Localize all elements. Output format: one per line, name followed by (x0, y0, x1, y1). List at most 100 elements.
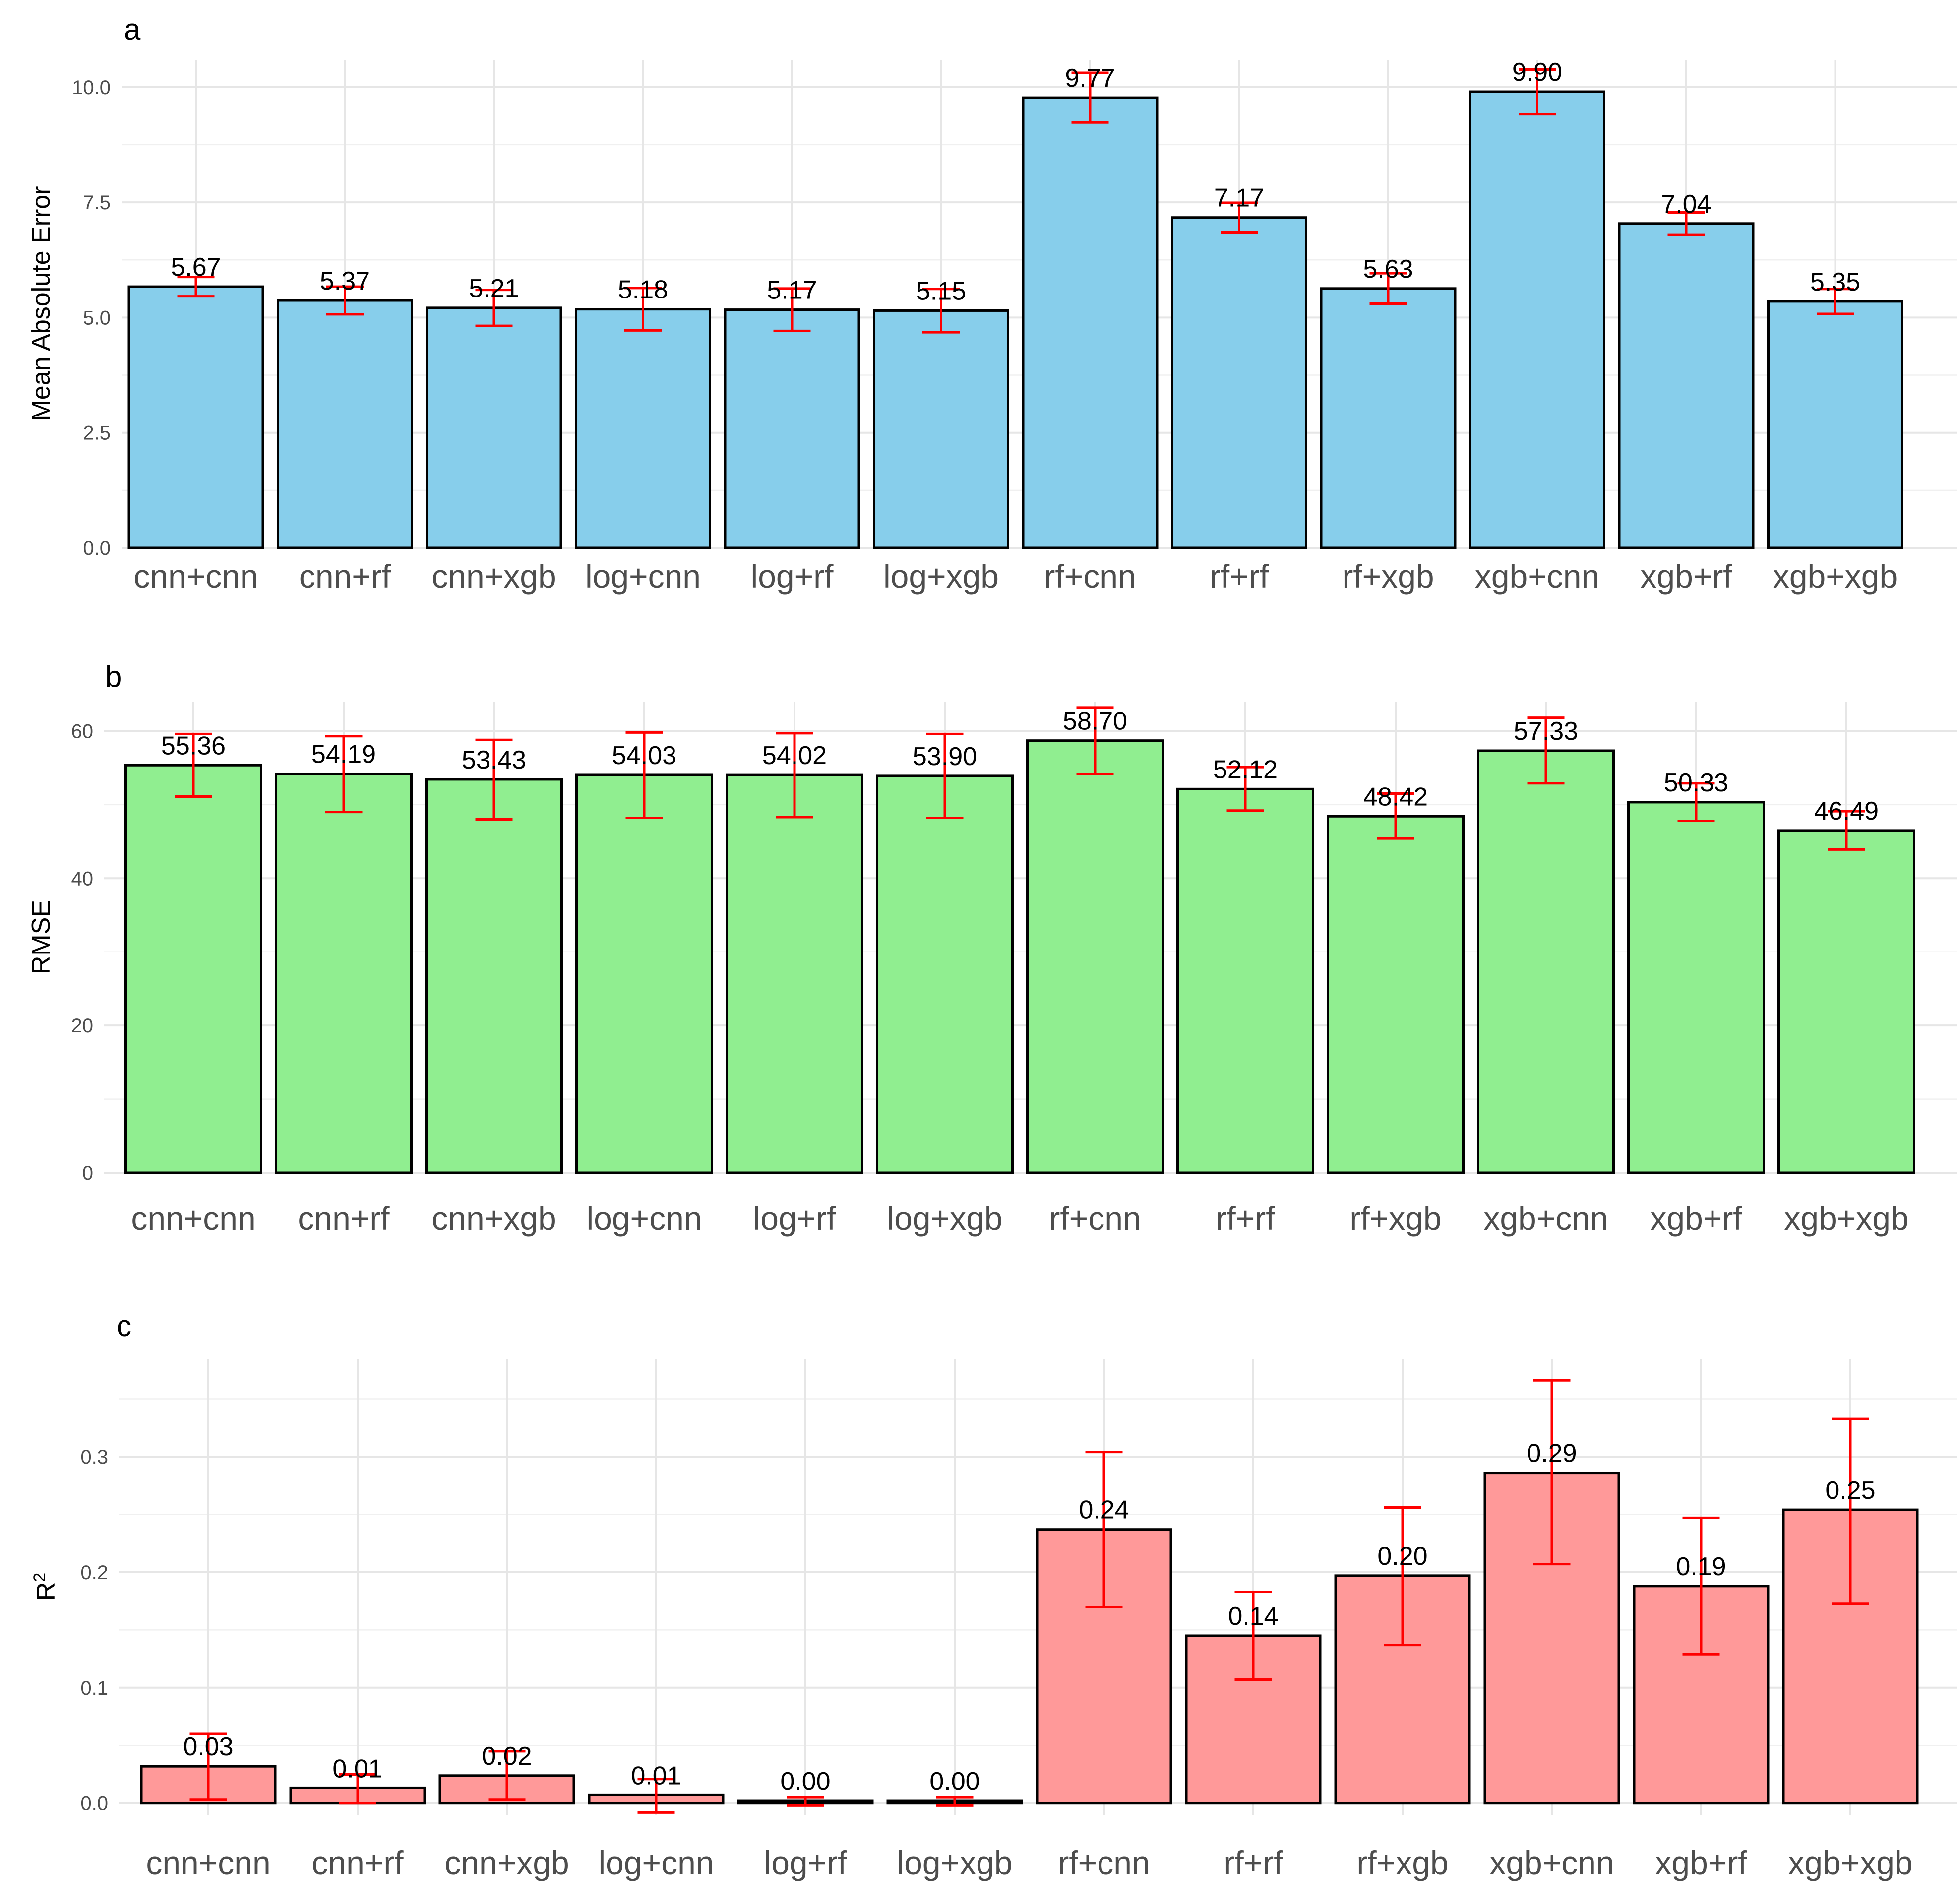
x-tick-label-rf+xgb: rf+xgb (1349, 1200, 1441, 1237)
error-bar-cnn+cnn (177, 276, 215, 298)
value-label-log+xgb: 5.15 (916, 277, 966, 305)
x-tick-label-xgb+xgb: xgb+xgb (1773, 558, 1897, 595)
bar-cnn+rf (277, 299, 413, 549)
value-label-log+xgb: 0.00 (929, 1767, 979, 1796)
x-tick-label-cnn+cnn: cnn+cnn (131, 1200, 255, 1237)
x-tick-label-log+xgb: log+xgb (887, 1200, 1002, 1237)
error-bar-cnn+xgb (488, 1750, 526, 1801)
y-tick-label: 0.2 (80, 1562, 108, 1584)
y-tick-label: 0.3 (80, 1446, 108, 1468)
error-bar-log+rf (773, 287, 811, 332)
value-label-xgb+cnn: 9.90 (1512, 58, 1562, 87)
x-tick-label-cnn+cnn: cnn+cnn (146, 1844, 270, 1881)
bar-rf+xgb (1320, 287, 1457, 549)
x-tick-label-rf+xgb: rf+xgb (1342, 558, 1434, 595)
error-bar-xgb+cnn (1527, 716, 1565, 785)
error-bar-rf+xgb (1384, 1506, 1421, 1647)
error-bar-rf+cnn (1071, 71, 1109, 124)
bar-xgb+xgb (1777, 829, 1915, 1174)
y-tick-label: 10.0 (72, 77, 111, 99)
value-label-cnn+cnn: 55.36 (161, 731, 226, 760)
error-bar-xgb+xgb (1828, 810, 1865, 851)
x-tick-label-log+xgb: log+xgb (897, 1844, 1012, 1881)
error-bar-log+cnn (637, 1778, 675, 1814)
value-label-log+cnn: 0.01 (631, 1761, 681, 1790)
x-tick-label-rf+rf: rf+rf (1210, 558, 1269, 595)
x-tick-label-cnn+xgb: cnn+xgb (444, 1844, 569, 1881)
bar-log+rf (726, 774, 863, 1174)
value-label-xgb+xgb: 46.49 (1814, 797, 1879, 826)
y-tick-label: 20 (71, 1015, 94, 1037)
error-bar-xgb+cnn (1533, 1379, 1571, 1566)
y-axis-title: RMSE (27, 900, 56, 974)
value-label-rf+xgb: 0.20 (1377, 1542, 1427, 1571)
value-label-log+rf: 54.02 (762, 741, 827, 770)
value-label-xgb+xgb: 5.35 (1810, 268, 1860, 297)
x-tick-label-cnn+xgb: cnn+xgb (431, 1200, 556, 1237)
value-label-rf+rf: 52.12 (1213, 755, 1278, 784)
value-label-xgb+cnn: 57.33 (1514, 717, 1578, 746)
y-axis-title: Mean Absolute Error (27, 186, 56, 421)
x-tick-label-xgb+cnn: xgb+cnn (1483, 1200, 1608, 1237)
bar-xgb+rf (1618, 222, 1755, 549)
x-tick-label-xgb+cnn: xgb+cnn (1475, 558, 1599, 595)
value-label-log+rf: 0.00 (780, 1767, 830, 1796)
x-tick-label-rf+cnn: rf+cnn (1049, 1200, 1141, 1237)
value-label-cnn+xgb: 53.43 (462, 746, 526, 774)
value-label-rf+rf: 7.17 (1214, 184, 1264, 213)
error-bar-cnn+xgb (475, 289, 513, 327)
x-tick-label-log+cnn: log+cnn (585, 558, 701, 595)
x-tick-label-xgb+xgb: xgb+xgb (1788, 1844, 1912, 1881)
error-bar-log+rf (776, 732, 813, 819)
panel-letter: a (124, 13, 141, 46)
x-tick-label-cnn+rf: cnn+rf (299, 558, 391, 595)
error-bar-cnn+cnn (189, 1732, 227, 1801)
x-tick-label-rf+rf: rf+rf (1224, 1844, 1283, 1881)
error-bar-log+xgb (922, 288, 960, 334)
x-tick-label-xgb+rf: xgb+rf (1640, 558, 1732, 595)
y-tick-label: 5.0 (83, 307, 111, 329)
error-bar-xgb+rf (1667, 211, 1705, 236)
bar-log+rf (724, 308, 860, 549)
value-label-xgb+xgb: 0.25 (1825, 1476, 1875, 1505)
bar-xgb+cnn (1477, 749, 1615, 1174)
error-bar-xgb+xgb (1817, 288, 1854, 315)
y-tick-label: 0 (82, 1162, 93, 1184)
x-tick-label-cnn+rf: cnn+rf (311, 1844, 404, 1881)
value-label-rf+xgb: 5.63 (1363, 255, 1413, 284)
y-tick-label: 2.5 (83, 422, 111, 444)
bar-log+cnn (575, 308, 711, 549)
x-tick-label-log+cnn: log+cnn (598, 1844, 714, 1881)
y-tick-label: 0.0 (83, 537, 111, 559)
value-label-log+cnn: 54.03 (612, 741, 676, 770)
error-bar-log+cnn (624, 287, 662, 332)
error-bar-xgb+xgb (1832, 1417, 1869, 1605)
value-label-rf+xgb: 48.42 (1363, 782, 1428, 811)
value-label-rf+cnn: 9.77 (1065, 64, 1115, 93)
value-label-cnn+rf: 5.37 (320, 267, 370, 296)
value-label-xgb+rf: 0.19 (1676, 1552, 1726, 1581)
value-label-xgb+rf: 7.04 (1661, 190, 1711, 219)
error-bar-rf+rf (1221, 201, 1258, 234)
x-tick-label-rf+xgb: rf+xgb (1356, 1844, 1448, 1881)
value-label-rf+rf: 0.14 (1228, 1602, 1278, 1631)
panel-a: a 0.0 2.5 5.0 7.5 10.0 5.67 cnn+cnn 5.37 cnn+rf 5.… (27, 13, 1957, 595)
bar-log+xgb (873, 309, 1009, 549)
bar-xgb+xgb (1767, 300, 1903, 549)
x-tick-label-log+rf: log+rf (753, 1200, 837, 1237)
x-tick-label-log+rf: log+rf (764, 1844, 848, 1881)
y-tick-label: 60 (71, 720, 94, 742)
bar-cnn+rf (275, 773, 413, 1174)
bar-rf+rf (1171, 216, 1307, 549)
value-label-cnn+cnn: 0.03 (183, 1732, 233, 1761)
y-tick-label: 0.0 (80, 1793, 108, 1815)
x-tick-label-xgb+rf: xgb+rf (1650, 1200, 1742, 1237)
x-tick-label-cnn+xgb: cnn+xgb (431, 558, 556, 595)
error-bar-cnn+xgb (475, 738, 513, 821)
y-axis-title: R2 (30, 1573, 61, 1601)
value-label-log+xgb: 53.90 (913, 742, 977, 771)
x-tick-label-log+rf: log+rf (751, 558, 834, 595)
error-bar-log+rf (787, 1796, 824, 1807)
value-label-cnn+rf: 0.01 (332, 1754, 382, 1783)
